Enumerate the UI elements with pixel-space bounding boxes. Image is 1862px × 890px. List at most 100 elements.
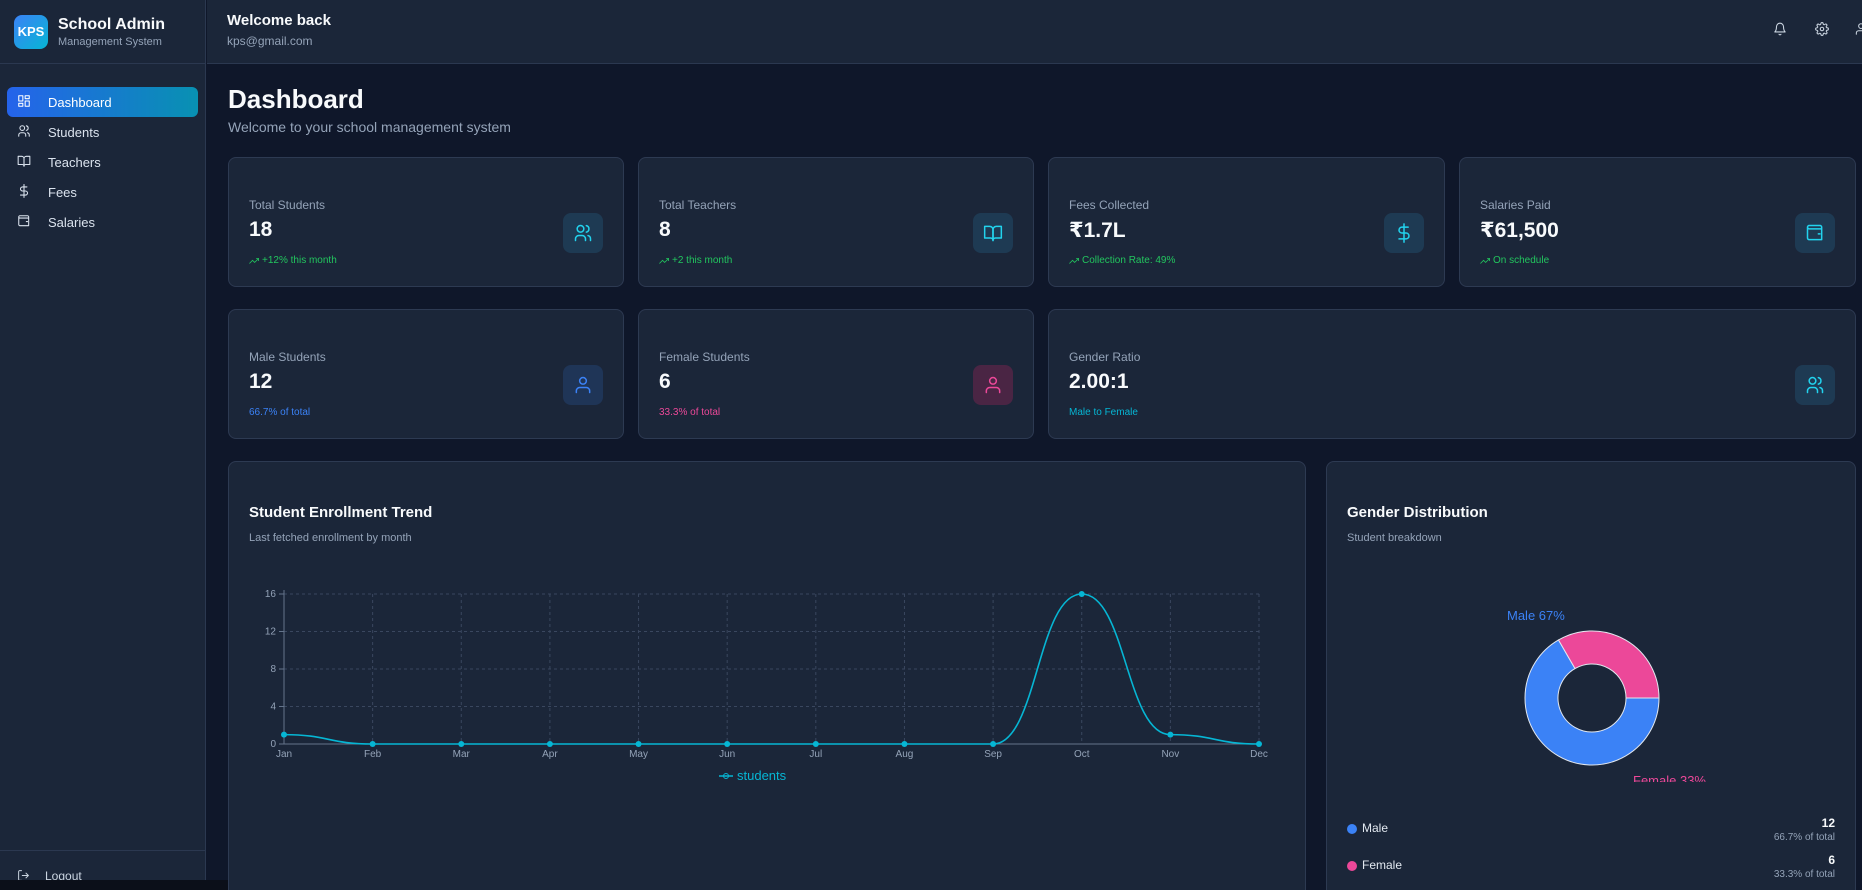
enrollment-panel: Student Enrollment Trend Last fetched en…: [228, 461, 1306, 890]
stat-value: 18: [249, 218, 273, 241]
x-tick-label: Jul: [809, 749, 822, 760]
legend-value: 6: [1828, 853, 1835, 867]
sidebar: KPS School Admin Management System Dashb…: [0, 0, 206, 890]
user-icon: [973, 365, 1013, 405]
data-point: [635, 741, 642, 747]
logout-label: Logout: [45, 869, 82, 883]
stat-card-fees-collected: Fees Collected ₹1.7L Collection Rate: 49…: [1048, 157, 1445, 287]
data-point: [812, 741, 819, 747]
legend-name: Female: [1362, 858, 1403, 872]
bell-icon[interactable]: [1773, 22, 1787, 36]
sidebar-item-label: Salaries: [48, 214, 95, 230]
browser-status-bar: [0, 880, 376, 890]
x-tick-label: Jun: [719, 749, 735, 760]
sidebar-item-dashboard[interactable]: Dashboard: [7, 87, 198, 117]
dollar-icon: [1384, 213, 1424, 253]
y-tick-label: 16: [265, 589, 277, 600]
stat-title: Total Teachers: [659, 198, 737, 212]
user-icon[interactable]: [1854, 22, 1862, 36]
brand: KPS School Admin Management System: [0, 0, 205, 64]
stat-note: +12% this month: [249, 255, 337, 266]
data-point: [369, 741, 376, 747]
book-open-icon: [973, 213, 1013, 253]
user-icon: [563, 365, 603, 405]
gender-subtitle: Student breakdown: [1347, 532, 1442, 544]
legend-marker: [723, 773, 729, 779]
sidebar-nav: Dashboard Students Teachers Fees Salarie…: [0, 64, 205, 237]
legend-name: Male: [1362, 821, 1389, 835]
slice-label-female: Female 33%: [1633, 773, 1706, 782]
x-tick-label: Mar: [453, 749, 471, 760]
stat-title: Gender Ratio: [1069, 350, 1141, 364]
brand-logo: KPS: [14, 14, 48, 49]
legend-row-male: Male 12 66.7% of total: [1347, 816, 1835, 848]
book-open-icon: [17, 154, 31, 171]
users-icon: [17, 124, 31, 141]
top-header: Welcome back kps@gmail.com: [207, 0, 1862, 64]
slice-label-male: Male 67%: [1507, 608, 1565, 623]
brand-title: School Admin: [58, 15, 165, 33]
page-subtitle: Welcome to your school management system: [228, 119, 511, 135]
stat-value: ₹61,500: [1480, 219, 1559, 242]
header-email: kps@gmail.com: [227, 34, 313, 48]
sidebar-item-students[interactable]: Students: [7, 117, 198, 147]
x-tick-label: Dec: [1250, 749, 1268, 760]
sidebar-item-teachers[interactable]: Teachers: [7, 147, 198, 177]
sidebar-item-label: Teachers: [48, 154, 101, 170]
stat-note: 66.7% of total: [249, 407, 311, 418]
users-icon: [563, 213, 603, 253]
stat-card-total-students: Total Students 18 +12% this month: [228, 157, 624, 287]
enrollment-line-chart: 0 4 8 12 16 Jan Feb Mar Apr May Jun Jul Aug Sep Oct Nov…: [265, 589, 1268, 783]
stat-value: 2.00:1: [1069, 370, 1129, 393]
stat-note: 33.3% of total: [659, 407, 721, 418]
sidebar-item-label: Students: [48, 124, 100, 140]
wallet-icon: [17, 214, 31, 231]
logout-button[interactable]: Logout: [0, 850, 206, 890]
y-tick-label: 0: [270, 739, 276, 750]
enrollment-title: Student Enrollment Trend: [249, 504, 433, 521]
x-tick-label: Apr: [542, 749, 558, 760]
x-tick-label: Feb: [364, 749, 382, 760]
slice-female: [1557, 630, 1660, 699]
dashboard-icon: [17, 94, 31, 111]
stat-card-male-students: Male Students 12 66.7% of total: [228, 309, 624, 439]
data-point: [458, 741, 465, 747]
x-tick-label: Jan: [276, 749, 292, 760]
trending-up-icon: [249, 257, 259, 264]
stat-card-gender-ratio: Gender Ratio 2.00:1 Male to Female: [1048, 309, 1856, 439]
data-point: [724, 741, 731, 747]
stat-note: On schedule: [1480, 255, 1549, 266]
gender-title: Gender Distribution: [1347, 504, 1488, 521]
data-point: [1078, 591, 1085, 597]
sidebar-item-fees[interactable]: Fees: [7, 177, 198, 207]
stat-title: Total Students: [249, 198, 326, 212]
stat-card-female-students: Female Students 6 33.3% of total: [638, 309, 1034, 439]
stat-value: 12: [249, 370, 273, 393]
stat-title: Male Students: [249, 350, 326, 364]
stat-value: 6: [659, 370, 671, 393]
data-point: [1167, 731, 1174, 738]
stat-note: +2 this month: [659, 255, 732, 266]
users-icon: [1795, 365, 1835, 405]
trending-up-icon: [1069, 257, 1079, 264]
x-tick-label: May: [629, 749, 648, 760]
x-tick-label: Oct: [1074, 749, 1090, 760]
trending-up-icon: [659, 257, 669, 264]
data-point: [990, 741, 997, 747]
gender-donut-chart: Male 67% Female 33%: [1507, 608, 1706, 782]
y-tick-label: 8: [270, 664, 276, 675]
legend-value: 12: [1821, 816, 1835, 830]
data-point: [546, 741, 553, 747]
brand-subtitle: Management System: [58, 35, 162, 48]
sidebar-item-salaries[interactable]: Salaries: [7, 207, 198, 237]
slice-male: [1524, 639, 1660, 766]
header-title: Welcome back: [227, 12, 331, 29]
y-tick-label: 12: [265, 627, 277, 638]
sidebar-item-label: Fees: [48, 184, 77, 200]
trending-up-icon: [1480, 257, 1490, 264]
x-tick-label: Aug: [896, 749, 914, 760]
data-point: [1256, 741, 1262, 747]
legend-label: students: [737, 768, 787, 783]
y-tick-label: 4: [270, 702, 276, 713]
gear-icon[interactable]: [1815, 22, 1829, 36]
